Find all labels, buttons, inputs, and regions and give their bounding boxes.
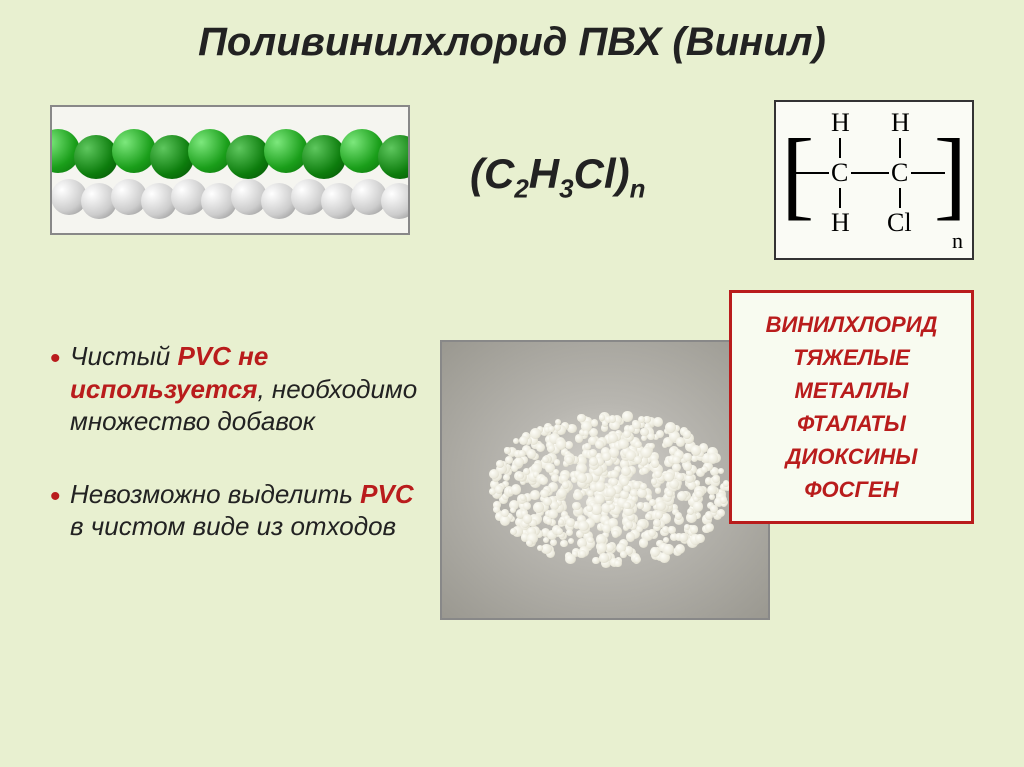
bullet-item: Невозможно выделить PVC в чистом виде из…	[50, 478, 420, 543]
structural-formula: [ H H C C H Cl ] n	[774, 100, 974, 260]
bullet-item: Чистый PVC не используется, необходимо м…	[50, 340, 420, 438]
molecular-formula: (С2Н3Cl)n	[470, 150, 646, 204]
granules-photo	[440, 340, 770, 620]
bullet-list: Чистый PVC не используется, необходимо м…	[50, 340, 420, 583]
hazard-item: ВИНИЛХЛОРИД	[742, 308, 961, 341]
hazard-item: ФОСГЕН	[742, 473, 961, 506]
slide: Поливинилхлорид ПВХ (Винил) (С2Н3Cl)n [ …	[0, 0, 1024, 767]
hazard-item: ДИОКСИНЫ	[742, 440, 961, 473]
hazard-item: ФТАЛАТЫ	[742, 407, 961, 440]
hazards-box: ВИНИЛХЛОРИД ТЯЖЕЛЫЕ МЕТАЛЛЫ ФТАЛАТЫ ДИОК…	[729, 290, 974, 524]
molecule-3d-model	[50, 105, 410, 235]
page-title: Поливинилхлорид ПВХ (Винил)	[40, 20, 984, 65]
hazard-item: ТЯЖЕЛЫЕ МЕТАЛЛЫ	[742, 341, 961, 407]
